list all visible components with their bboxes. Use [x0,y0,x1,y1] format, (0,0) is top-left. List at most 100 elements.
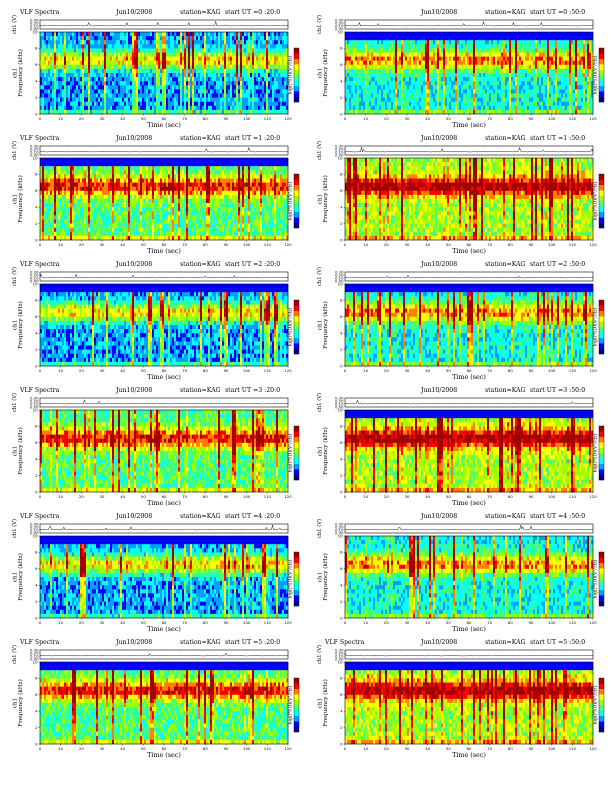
colorbar-segment [294,96,299,103]
spectrogram-cell [509,40,512,45]
spectrogram-cell [238,89,241,94]
spectrogram-cell [272,85,275,90]
spectrogram-cell [565,105,568,111]
spectrogram-cell [154,85,157,90]
spectrogram-cell [567,36,570,41]
spectrogram-cell [485,97,488,102]
spectrogram-cell [264,97,267,102]
spectrogram-cell [559,60,562,65]
spectrogram-cell [353,68,356,74]
spectrogram-cell [86,36,89,41]
spectrogram-cell [110,56,113,61]
spectrogram-cell [176,68,179,74]
spectrogram-cell [56,52,59,57]
spectrogram-cell [473,109,476,115]
spectrogram-cell [158,56,161,61]
spectrogram-cell [134,68,137,74]
spectrogram-cell [138,101,141,106]
spectrogram-cell [238,85,241,90]
spectrogram-cell [397,48,400,53]
spectrogram-cell [210,44,213,49]
spectrogram-cell [347,85,350,90]
spectrogram-cell [52,40,55,45]
spectrogram-cell [411,64,414,70]
spectrogram-cell [180,105,183,111]
spectrogram-cell [154,68,157,74]
spectrogram-cell [228,64,231,70]
spectrogram-cell [48,93,51,98]
spectrogram-cell [44,60,47,65]
spectrogram-cell [82,44,85,49]
spectrogram-cell [218,68,221,74]
spectrogram-cell [473,64,476,70]
spectrogram-cell [128,60,131,65]
spectrogram-cell [236,60,239,65]
spectrogram-cell [78,81,81,86]
spectrogram-cell [176,52,179,57]
spectrogram-cell [355,56,358,61]
spectrogram-cell [571,81,574,86]
spectrogram-cell [212,40,215,45]
spectrogram-cell [561,81,564,86]
spectrogram-cell [170,40,173,45]
spectrogram-cell [551,60,554,65]
spectrogram-cell [86,60,89,65]
spectrogram-cell [162,109,165,115]
spectrogram-cell [176,56,179,61]
spectrogram-cell [385,101,388,106]
spectrogram-cell [379,81,382,86]
spectrogram-cell [501,36,504,41]
spectrogram-cell [148,52,151,57]
spectrogram-cell [274,109,277,115]
spectrogram-cell [226,93,229,98]
spectrogram-cell [278,60,281,65]
spectrogram-cell [477,56,480,61]
spectrogram-cell [501,81,504,86]
spectrogram-cell [575,32,578,37]
spectrogram-cell [583,77,586,82]
spectrogram-cell [196,40,199,45]
spectrogram-cell [421,40,424,45]
spectrogram-cell [511,93,514,98]
spectrogram-cell [499,32,502,37]
spectrogram-cell [254,77,257,82]
spectrogram-cell [413,73,416,78]
spectrogram-cell [266,64,269,70]
spectrogram-cell [48,81,51,86]
spectrogram-cell [160,60,163,65]
spectrogram-cell [40,60,43,65]
spectrogram-cell [421,81,424,86]
spectrogram-cell [184,73,187,78]
spectrogram-cell [457,40,460,45]
spectrogram-cell [84,109,87,115]
spectrogram-cell [116,68,119,74]
spectrogram-cell [158,40,161,45]
spectrogram-cell [286,44,289,49]
spectrogram-cell [587,48,590,53]
spectrogram-cell [451,77,454,82]
spectrogram-cell [262,36,265,41]
spectrogram-cell [445,105,448,111]
spectrogram-cell [222,73,225,78]
spectrogram-cell [110,109,113,115]
spectrogram-cell [272,97,275,102]
spectrogram-cell [150,101,153,106]
spectrogram-cell [557,89,560,94]
spectrogram-cell [82,81,85,86]
spectrogram-cell [379,64,382,70]
spectrogram-cell [222,93,225,98]
spectrogram-cell [549,77,552,82]
spectrogram-cell [72,85,75,90]
spectrogram-cell [383,89,386,94]
spectrogram-cell [367,101,370,106]
spectrogram-cell [555,109,558,115]
spectrogram-cell [156,73,159,78]
spectrogram-cell [126,60,129,65]
spectrogram-cell [361,68,364,74]
spectrogram-cell [513,68,516,74]
spectrogram-cell [409,85,412,90]
spectrogram-cell [521,73,524,78]
spectrogram-cell [431,85,434,90]
spectrogram-cell [443,44,446,49]
spectrogram-cell [272,64,275,70]
